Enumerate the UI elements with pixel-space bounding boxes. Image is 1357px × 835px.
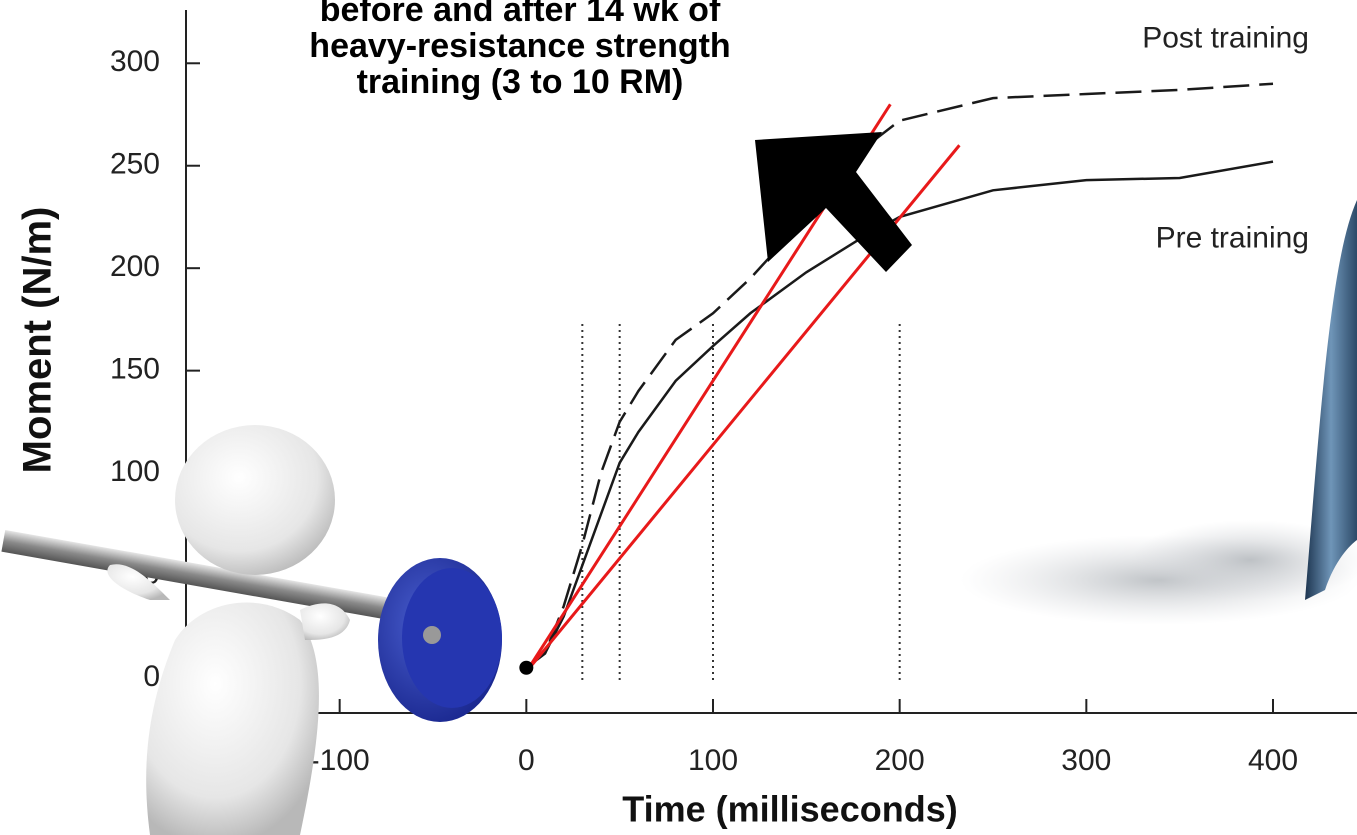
chart-title: before and after 14 wk of	[320, 0, 721, 29]
weightlifter-illustration	[1, 425, 502, 835]
x-tick-label: 100	[688, 744, 738, 777]
y-tick-label: 100	[110, 455, 160, 488]
series-label: Pre training	[1156, 222, 1309, 255]
onset-marker	[519, 660, 534, 675]
chart-title: heavy-resistance strength	[309, 27, 730, 65]
x-tick-label: 0	[518, 744, 535, 777]
series-line	[525, 82, 1274, 669]
x-tick-label: 300	[1061, 744, 1111, 777]
x-tick-label: 400	[1248, 744, 1298, 777]
x-tick-label: 200	[875, 744, 925, 777]
x-axis-title: Time (milliseconds)	[622, 789, 957, 830]
y-tick-label: 0	[143, 660, 160, 693]
y-tick-label: 200	[110, 250, 160, 283]
chart-title: training (3 to 10 RM)	[357, 63, 684, 101]
y-tick-label: 250	[110, 148, 160, 181]
x-tick-label: -100	[310, 744, 370, 777]
y-tick-label: 150	[110, 353, 160, 386]
rocket-illustration	[960, 200, 1357, 625]
arrow	[755, 132, 912, 272]
series-label: Post training	[1142, 22, 1309, 55]
y-axis-title: Moment (N/m)	[16, 207, 60, 474]
y-tick-label: 300	[110, 45, 160, 78]
plot-area: 050100150200250300-1000100200300400Time …	[16, 0, 1357, 830]
series-line	[525, 160, 1274, 669]
